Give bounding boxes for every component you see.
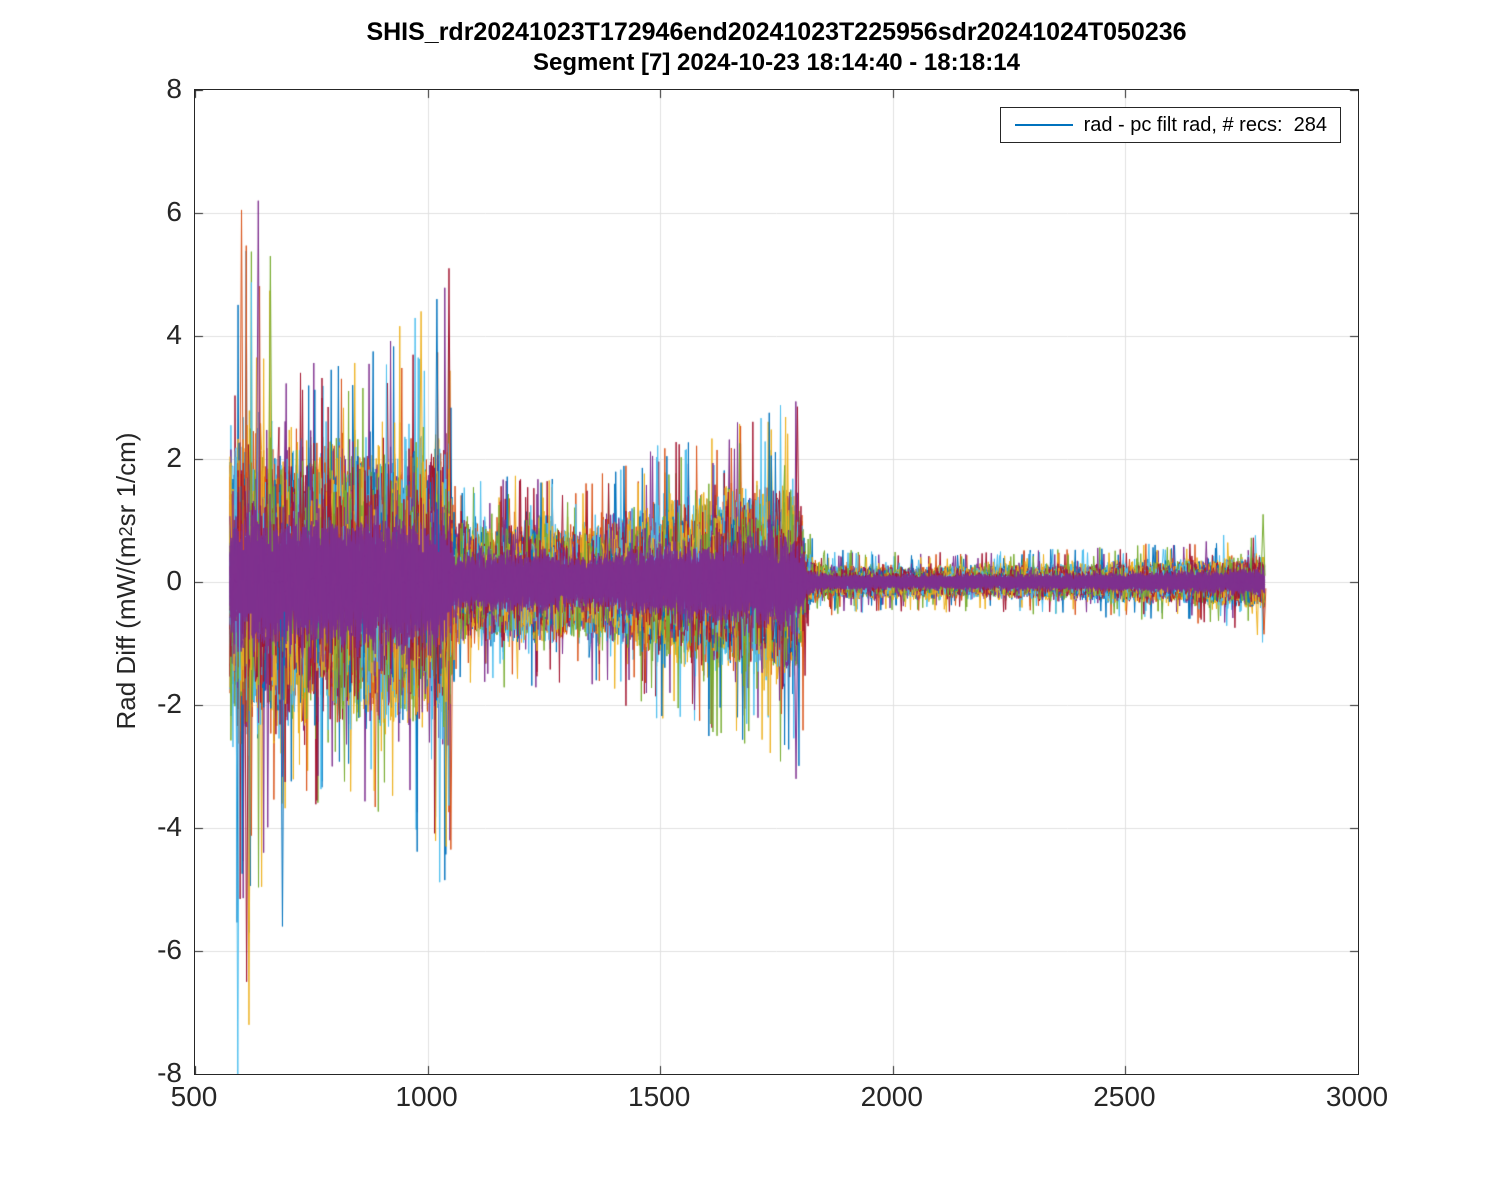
chart-title: SHIS_rdr20241023T172946end20241023T22595… — [366, 18, 1187, 46]
legend-label: rad - pc filt rad, # recs: 284 — [1083, 113, 1327, 136]
legend-line-sample — [1014, 124, 1073, 126]
plot-canvas — [195, 90, 1358, 1074]
y-tick-label: 4 — [166, 319, 182, 350]
chart-subtitle: Segment [7] 2024-10-23 18:14:40 - 18:18:… — [533, 49, 1020, 76]
y-tick-label: 8 — [166, 73, 182, 104]
y-tick-label: 6 — [166, 196, 182, 227]
x-tick-label: 1500 — [628, 1081, 691, 1112]
y-tick-label: 2 — [166, 442, 182, 473]
y-tick-label: -2 — [157, 688, 182, 719]
x-tick-label: 3000 — [1325, 1081, 1389, 1112]
y-tick-label: -6 — [157, 934, 182, 965]
y-tick-label: -4 — [157, 811, 182, 842]
plot-area: rad - pc filt rad, # recs: 284 — [194, 89, 1359, 1075]
y-tick-label: -8 — [157, 1057, 182, 1088]
legend: rad - pc filt rad, # recs: 284 — [999, 107, 1341, 143]
y-axis-label-sup: 2 — [115, 526, 136, 537]
x-tick-label: 500 — [170, 1081, 218, 1112]
title-block: SHIS_rdr20241023T172946end20241023T22595… — [195, 16, 1358, 78]
y-tick-label: 0 — [166, 565, 182, 596]
x-tick-label: 2500 — [1093, 1081, 1156, 1112]
x-tick-label: 1000 — [395, 1081, 458, 1112]
x-tick-label: 2000 — [860, 1081, 923, 1112]
